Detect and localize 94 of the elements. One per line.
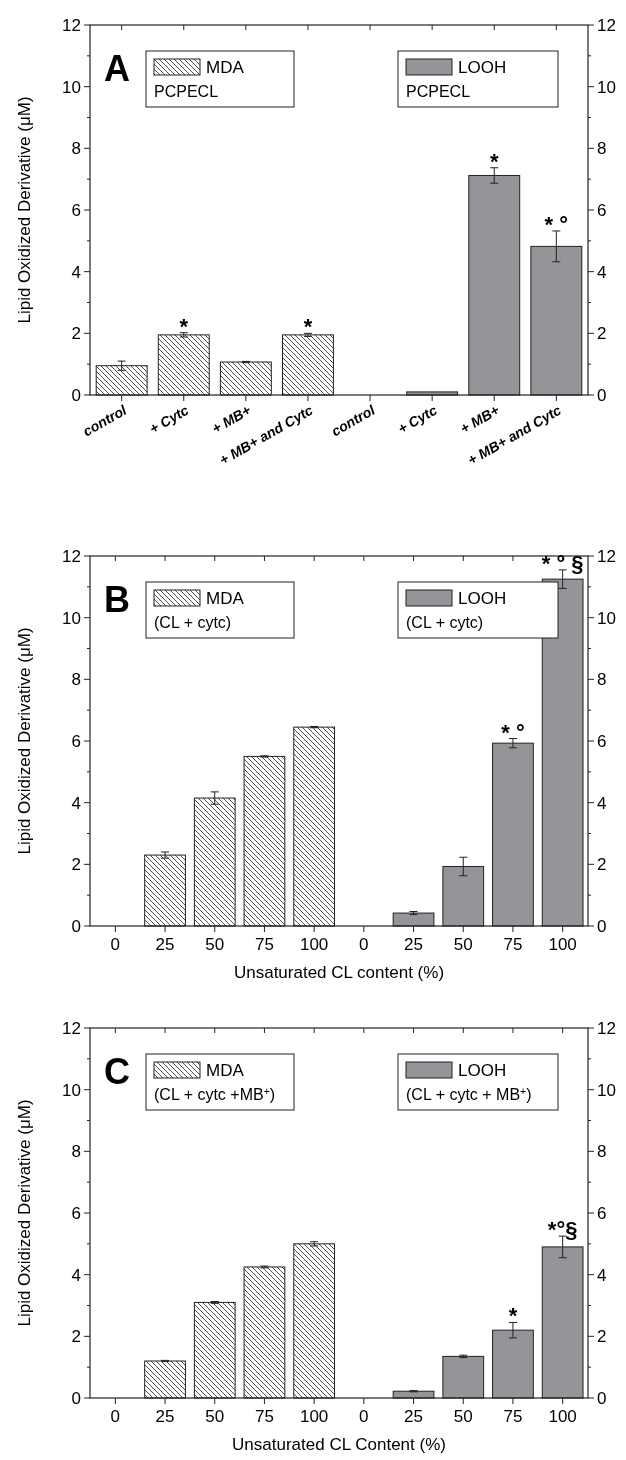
data-label: * xyxy=(303,314,313,340)
legend-label: MDA xyxy=(206,58,245,77)
y-tick-label: 4 xyxy=(71,1265,81,1285)
x-tick-label: 0 xyxy=(110,1407,121,1426)
legend-label: MDA xyxy=(206,1061,245,1080)
y2-tick-label: 0 xyxy=(597,385,607,405)
x-tick-label: + MB+ xyxy=(457,401,502,437)
x-tick-label: 0 xyxy=(359,1407,369,1426)
y2-tick-label: 10 xyxy=(597,77,616,97)
data-label: * xyxy=(489,148,499,174)
x-tick-label: 100 xyxy=(548,935,577,954)
y-tick-label: 0 xyxy=(71,916,81,936)
x-axis-title: Unsaturated CL content (%) xyxy=(233,963,445,982)
x-tick-label: 50 xyxy=(453,935,473,954)
y-tick-label: 12 xyxy=(62,546,81,566)
data-label: * xyxy=(179,313,189,339)
y-tick-label: 8 xyxy=(71,1142,81,1162)
legend-label: LOOH xyxy=(458,1061,507,1080)
annotation: A xyxy=(104,48,130,89)
y-tick-label: 4 xyxy=(71,262,81,282)
annotation: PCPECL xyxy=(406,83,471,100)
legend-label: LOOH xyxy=(458,58,507,77)
y2-tick-label: 0 xyxy=(597,916,607,936)
y2-tick-label: 12 xyxy=(597,546,616,566)
annotation: B xyxy=(104,579,130,620)
y2-tick-label: 10 xyxy=(597,608,616,628)
annotation: (CL + cytc) xyxy=(406,614,484,631)
x-tick-label: 50 xyxy=(453,1407,473,1426)
x-tick-label: + MB+ xyxy=(208,401,254,437)
x-axis-title: Unsaturated CL Content (%) xyxy=(232,1435,446,1454)
y-tick-label: 4 xyxy=(71,793,81,813)
y2-tick-label: 4 xyxy=(597,1265,607,1285)
y-tick-label: 10 xyxy=(62,608,81,628)
y2-tick-label: 4 xyxy=(597,262,607,282)
y2-tick-label: 8 xyxy=(597,1142,607,1162)
y-tick-label: 0 xyxy=(71,385,81,405)
y2-tick-label: 6 xyxy=(597,200,607,220)
annotation: C xyxy=(104,1051,130,1092)
y-tick-label: 2 xyxy=(71,324,81,344)
x-tick-label: 75 xyxy=(254,1407,274,1426)
data-label: * ° xyxy=(501,719,525,745)
y2-tick-label: 12 xyxy=(597,15,616,35)
y-axis-title: Lipid Oxidized Derivative (μM) xyxy=(15,1099,34,1327)
data-label: * ° § xyxy=(541,550,584,576)
x-tick-label: 75 xyxy=(503,935,523,954)
annotation: (CL + cytc) xyxy=(154,614,232,631)
y-tick-label: 6 xyxy=(71,731,81,751)
y2-tick-label: 10 xyxy=(597,1080,616,1100)
annotation: (CL + cytc +MB$^{+}$) xyxy=(154,1085,276,1103)
y2-tick-label: 8 xyxy=(597,670,607,690)
y2-tick-label: 2 xyxy=(597,855,607,875)
y2-tick-label: 0 xyxy=(597,1388,607,1408)
y-axis-title: Lipid Oxidized Derivative (μM) xyxy=(15,627,34,855)
y2-tick-label: 8 xyxy=(597,139,607,159)
x-tick-label: 50 xyxy=(205,1407,225,1426)
y2-tick-label: 6 xyxy=(597,1203,607,1223)
y2-tick-label: 4 xyxy=(597,793,607,813)
x-tick-label: 25 xyxy=(404,935,424,954)
x-tick-label: 75 xyxy=(254,935,274,954)
legend-label: MDA xyxy=(206,589,245,608)
x-tick-label: 25 xyxy=(155,935,175,954)
y2-tick-label: 2 xyxy=(597,1327,607,1347)
y-tick-label: 8 xyxy=(71,139,81,159)
legend-label: LOOH xyxy=(458,589,507,608)
x-tick-label: + Cytc xyxy=(394,401,440,437)
x-tick-label: 25 xyxy=(155,1407,175,1426)
x-tick-label: 0 xyxy=(359,935,369,954)
y2-tick-label: 2 xyxy=(597,324,607,344)
y-axis-title: Lipid Oxidized Derivative (μM) xyxy=(15,96,34,324)
x-tick-label: 100 xyxy=(548,1407,577,1426)
y-tick-label: 12 xyxy=(62,15,81,35)
data-label: * xyxy=(508,1303,518,1329)
y-tick-label: 10 xyxy=(62,77,81,97)
y-tick-label: 6 xyxy=(71,1203,81,1223)
x-tick-label: 75 xyxy=(503,1407,523,1426)
x-tick-label: 100 xyxy=(299,935,329,954)
y-tick-label: 10 xyxy=(62,1080,81,1100)
x-tick-label: 50 xyxy=(205,935,225,954)
x-tick-label: 25 xyxy=(404,1407,424,1426)
y-tick-label: 0 xyxy=(71,1388,81,1408)
data-label: * ° xyxy=(544,211,569,237)
y-tick-label: 12 xyxy=(62,1018,81,1038)
annotation: (CL + cytc + MB$^{+}$) xyxy=(406,1085,532,1103)
x-tick-label: 0 xyxy=(110,935,121,954)
y-tick-label: 8 xyxy=(71,670,81,690)
y-tick-label: 2 xyxy=(71,855,81,875)
y2-tick-label: 12 xyxy=(597,1018,616,1038)
y-tick-label: 2 xyxy=(71,1327,81,1347)
annotation: PCPECL xyxy=(154,83,219,100)
data-label: *°§ xyxy=(547,1217,578,1243)
x-tick-label: 100 xyxy=(299,1407,329,1426)
x-tick-label: + Cytc xyxy=(146,401,192,437)
y-tick-label: 6 xyxy=(71,200,81,220)
y2-tick-label: 6 xyxy=(597,731,607,751)
